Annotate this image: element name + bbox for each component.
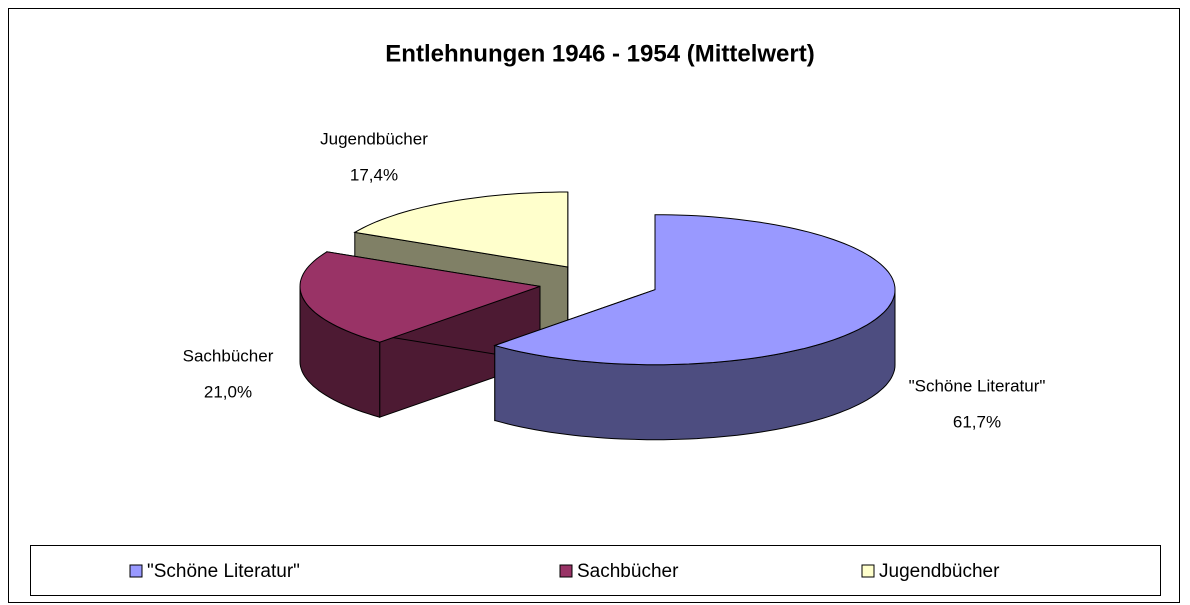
slice-top <box>493 214 896 366</box>
data-label-value: 61,7% <box>953 412 1001 431</box>
data-label-value: 17,4% <box>350 165 398 184</box>
data-label-name: Sachbücher <box>183 346 274 365</box>
data-label-name: "Schöne Literatur" <box>909 376 1046 395</box>
data-label-name: Jugendbücher <box>320 129 428 148</box>
legend-swatch <box>559 564 573 578</box>
slice-top <box>353 191 569 268</box>
legend-swatch <box>129 564 143 578</box>
chart-border <box>8 8 1180 603</box>
pie-slice <box>493 214 896 441</box>
chart-title: Entlehnungen 1946 - 1954 (Mittelwert) <box>385 40 814 67</box>
legend-box <box>30 545 1161 596</box>
slice-top <box>299 251 541 343</box>
legend-swatch <box>861 564 875 578</box>
legend-label: Jugendbücher <box>879 561 1000 582</box>
legend-label: Sachbücher <box>577 561 679 582</box>
data-label-value: 21,0% <box>204 382 252 401</box>
pie-slice <box>299 251 541 418</box>
legend-label: "Schöne Literatur" <box>147 561 300 582</box>
